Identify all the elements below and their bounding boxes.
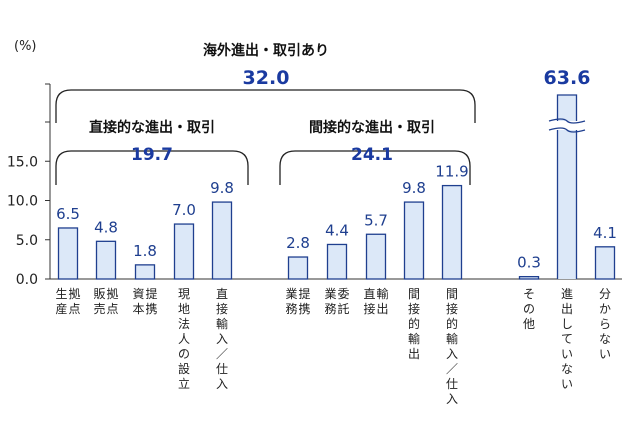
category-label: その他: [523, 287, 535, 331]
category-label: 直接輸出: [363, 286, 388, 316]
bar-value-label: 4.8: [94, 218, 118, 236]
category-label: 間接的輸入／仕入: [446, 287, 458, 406]
bar-3: [134, 264, 156, 280]
bar-8: [365, 233, 387, 280]
bar-value-label: 63.6: [544, 67, 591, 89]
group-value-direct: 19.7: [131, 145, 173, 165]
y-tick-label: 0.0: [16, 272, 38, 288]
y-unit-label: (%): [14, 39, 37, 54]
bar-value-label: 11.9: [435, 163, 468, 181]
axis-break-line: [548, 118, 586, 124]
group-title-indirect: 間接的な進出・取引: [309, 119, 435, 136]
category-label: 業務委託: [324, 287, 349, 316]
group-title-overseas: 海外進出・取引あり: [203, 42, 329, 59]
axis-break-gap: [547, 121, 587, 130]
bar-7: [326, 243, 348, 280]
y-tick-label: 5.0: [16, 233, 38, 249]
bar-6: [287, 256, 309, 280]
bar-4: [173, 223, 195, 280]
bar-2: [95, 240, 117, 280]
bar-value-label: 1.8: [133, 242, 157, 260]
category-label: 業務提携: [285, 286, 310, 316]
category-label: 現地法人の設立: [178, 287, 190, 391]
y-tick-label: 10.0: [7, 194, 38, 210]
group-title-direct: 直接的な進出・取引: [89, 119, 215, 136]
bar-9: [403, 201, 425, 280]
bar-value-label: 4.4: [325, 221, 349, 239]
bar-value-label: 5.7: [364, 211, 388, 229]
bar-11: [518, 275, 540, 280]
bar-5: [211, 201, 233, 280]
category-label: 直接輸入／仕入: [216, 287, 228, 391]
group-value-overseas: 32.0: [243, 67, 290, 89]
category-label: 販売拠点: [93, 287, 118, 316]
indirect-brace: [279, 150, 471, 185]
bar-10: [441, 184, 463, 280]
bar-value-label: 0.3: [517, 254, 541, 272]
group-value-indirect: 24.1: [351, 145, 393, 165]
direct-brace: [55, 150, 249, 185]
bar-12: [556, 94, 578, 279]
y-tick-label: 15.0: [7, 154, 38, 170]
category-label: 間接的輸出: [408, 287, 420, 361]
category-label: 進出していない: [561, 287, 573, 391]
bar-1: [57, 227, 79, 280]
bar-13: [594, 246, 616, 280]
axis-break-line: [548, 127, 586, 133]
bar-value-label: 4.1: [593, 224, 617, 242]
bar-value-label: 2.8: [286, 234, 310, 252]
category-label: 資本提携: [132, 286, 157, 316]
bar-value-label: 6.5: [56, 205, 80, 223]
category-label: 生産拠点: [55, 287, 80, 316]
bar-value-label: 7.0: [172, 201, 196, 219]
bar-value-label: 9.8: [210, 179, 234, 197]
overseas-brace: [55, 89, 476, 123]
category-label: 分からない: [599, 287, 611, 361]
bar-value-label: 9.8: [402, 179, 426, 197]
